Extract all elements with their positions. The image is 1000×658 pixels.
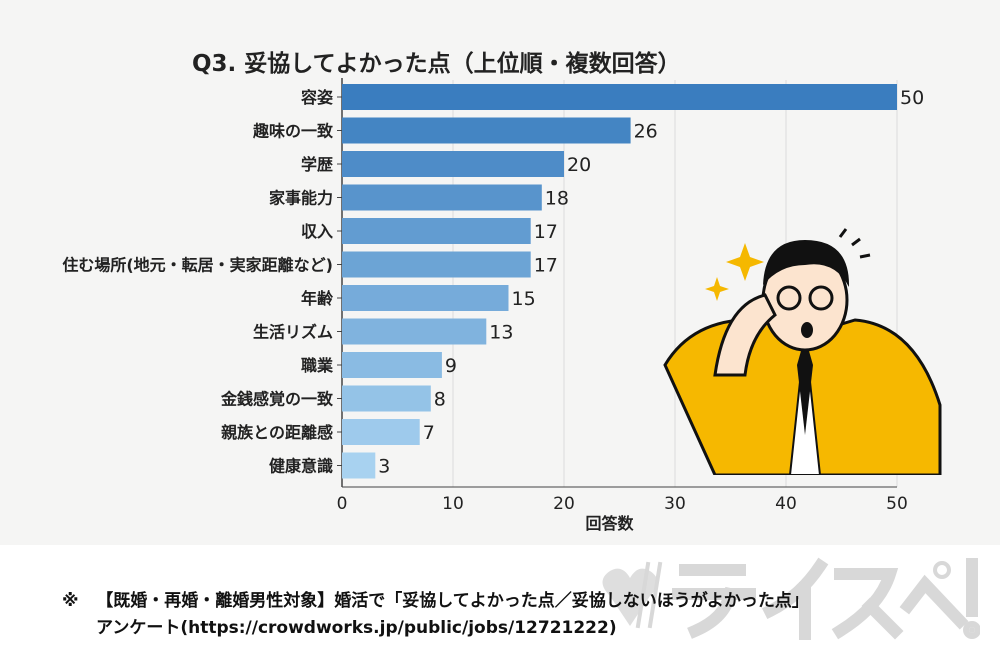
data-label: 26: [634, 121, 658, 143]
note-mark: ※: [62, 591, 79, 611]
bar: [342, 184, 542, 211]
data-label: 7: [423, 422, 435, 444]
footer-line2: アンケート(https://crowdworks.jp/public/jobs/…: [96, 618, 617, 638]
category-label: 金銭感覚の一致: [220, 390, 334, 409]
category-label: 家事能力: [269, 189, 333, 208]
category-label: 容姿: [300, 88, 333, 107]
watermark-logo: [602, 557, 980, 640]
bar-chart: 0 10 20 30 40 50 50 容姿 26 趣味の一致 20 学歴 18 家事能力 17 収入 17 住む…: [62, 78, 924, 533]
category-label: 生活リズム: [253, 323, 333, 342]
x-axis-label: 回答数: [585, 514, 634, 533]
data-label: 3: [378, 456, 390, 478]
bar: [342, 385, 431, 412]
data-label: 13: [489, 322, 513, 344]
category-label: 年齢: [301, 289, 334, 308]
bar: [342, 318, 487, 345]
data-label: 8: [434, 389, 446, 411]
bar: [342, 151, 564, 177]
bar: [342, 84, 897, 110]
data-label: 9: [445, 355, 457, 377]
bar: [342, 452, 376, 479]
category-label: 収入: [301, 222, 333, 241]
category-label: 親族との距離感: [221, 423, 333, 442]
data-label: 17: [534, 255, 558, 277]
category-label: 住む場所(地元・転居・実家距離など): [62, 256, 333, 275]
x-tick-label: 20: [553, 494, 575, 514]
category-label: 職業: [301, 356, 334, 375]
bar: [342, 218, 531, 244]
bar: [342, 117, 631, 144]
bar: [342, 251, 531, 278]
data-label: 50: [900, 87, 924, 109]
data-label: 20: [567, 154, 591, 176]
footer-line1: 【既婚・再婚・離婚男性対象】婚活で「妥協してよかった点／妥協しないほうがよかった…: [96, 591, 809, 611]
data-label: 17: [534, 221, 558, 243]
data-label: 18: [545, 188, 569, 210]
bar: [342, 285, 509, 311]
x-tick-label: 0: [337, 494, 348, 514]
surprised-man-adjusting-glasses-icon: [663, 228, 942, 475]
x-tick-label: 10: [442, 494, 464, 514]
footer-note: ※ 【既婚・再婚・離婚男性対象】婚活で「妥協してよかった点／妥協しないほうがよか…: [62, 588, 809, 642]
x-tick-label: 40: [775, 494, 797, 514]
category-label: 趣味の一致: [252, 122, 334, 141]
x-tick-label: 30: [664, 494, 686, 514]
category-label: 学歴: [301, 155, 333, 174]
x-tick-label: 50: [886, 494, 908, 514]
bar: [342, 352, 442, 378]
category-label: 健康意識: [269, 457, 333, 476]
bar: [342, 419, 420, 445]
chart-title: Q3. 妥協してよかった点（上位順・複数回答）: [192, 51, 681, 77]
data-label: 15: [512, 288, 536, 310]
